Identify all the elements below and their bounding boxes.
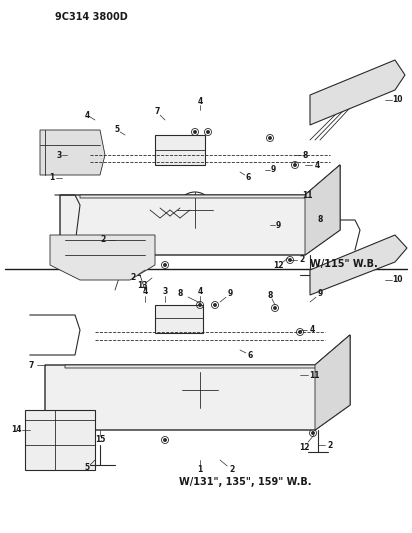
Text: 3: 3 — [56, 150, 62, 159]
Text: 8: 8 — [177, 288, 183, 297]
Text: 2: 2 — [300, 255, 304, 264]
Circle shape — [91, 454, 94, 456]
Text: 11: 11 — [302, 190, 312, 199]
Text: 9C314 3800D: 9C314 3800D — [55, 12, 128, 22]
Text: 2: 2 — [130, 273, 136, 282]
Circle shape — [300, 378, 304, 382]
Text: 4: 4 — [309, 326, 315, 335]
Text: 4: 4 — [84, 110, 90, 119]
Text: 9: 9 — [275, 221, 281, 230]
Circle shape — [269, 136, 272, 140]
Polygon shape — [305, 165, 340, 255]
Circle shape — [274, 306, 276, 310]
Text: 8: 8 — [267, 290, 273, 300]
Text: 9: 9 — [270, 166, 276, 174]
Circle shape — [199, 303, 201, 306]
Text: 10: 10 — [392, 95, 402, 104]
Polygon shape — [45, 335, 350, 430]
Circle shape — [194, 131, 197, 133]
Text: 11: 11 — [309, 370, 319, 379]
Polygon shape — [60, 165, 340, 255]
Text: 4: 4 — [314, 160, 320, 169]
Text: 2: 2 — [101, 236, 105, 245]
Text: 6: 6 — [247, 351, 253, 359]
Circle shape — [297, 204, 300, 206]
Circle shape — [288, 259, 292, 262]
Text: 7: 7 — [154, 108, 160, 117]
Text: 7: 7 — [28, 360, 34, 369]
Text: 3: 3 — [162, 287, 168, 296]
Text: 2: 2 — [229, 465, 234, 474]
Circle shape — [311, 432, 314, 434]
Circle shape — [206, 131, 209, 133]
Text: 4: 4 — [197, 98, 203, 107]
Text: 8: 8 — [317, 215, 323, 224]
Text: 2: 2 — [328, 440, 332, 449]
Text: 5: 5 — [84, 464, 89, 472]
Polygon shape — [25, 410, 95, 470]
Text: 10: 10 — [392, 276, 402, 285]
Circle shape — [213, 303, 216, 306]
Circle shape — [164, 439, 166, 441]
Text: 14: 14 — [11, 425, 21, 434]
Polygon shape — [310, 235, 407, 295]
Polygon shape — [310, 60, 405, 125]
Text: 4: 4 — [197, 287, 203, 296]
Text: 8: 8 — [302, 150, 308, 159]
Text: 9: 9 — [227, 289, 233, 298]
Text: W/131", 135", 159" W.B.: W/131", 135", 159" W.B. — [179, 477, 311, 487]
Circle shape — [164, 263, 166, 266]
Text: 15: 15 — [95, 435, 105, 445]
Polygon shape — [65, 335, 350, 368]
Polygon shape — [315, 335, 350, 430]
Polygon shape — [40, 130, 105, 175]
Text: 1: 1 — [49, 174, 55, 182]
Circle shape — [119, 263, 122, 266]
Text: 4: 4 — [143, 287, 147, 296]
Text: 1: 1 — [197, 465, 203, 474]
Text: 12: 12 — [299, 442, 309, 451]
Polygon shape — [50, 235, 155, 280]
Circle shape — [299, 330, 302, 334]
Text: 9: 9 — [317, 289, 323, 298]
Bar — [155, 305, 203, 333]
Polygon shape — [80, 165, 340, 198]
Text: W/115" W.B.: W/115" W.B. — [310, 259, 378, 269]
Text: 12: 12 — [273, 262, 283, 271]
Circle shape — [293, 164, 297, 166]
Text: 5: 5 — [115, 125, 119, 134]
Text: 6: 6 — [246, 173, 250, 182]
Bar — [155, 135, 205, 165]
Text: 13: 13 — [137, 281, 147, 290]
